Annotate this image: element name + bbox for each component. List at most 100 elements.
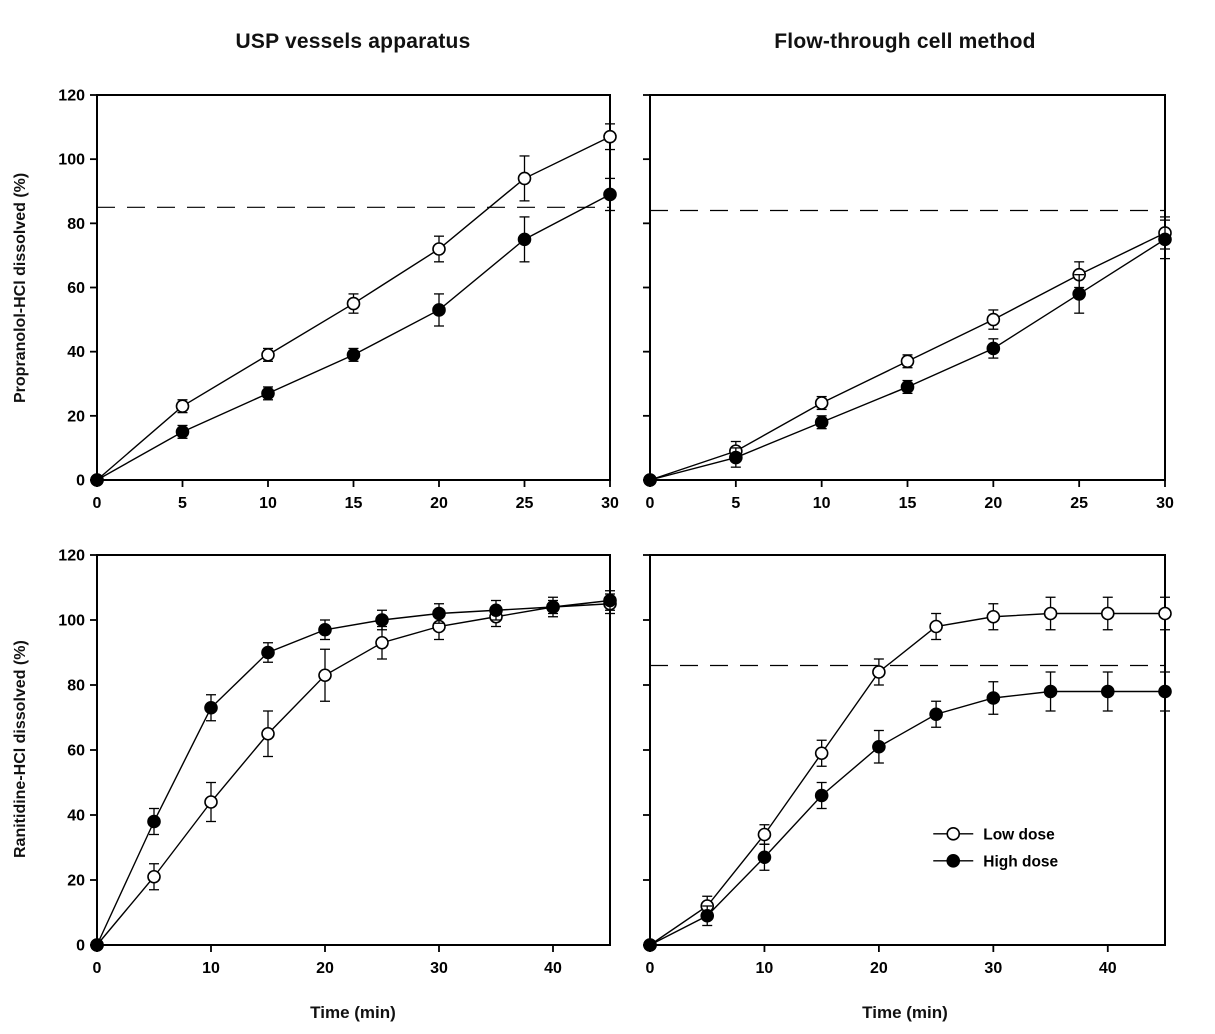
data-point [900, 380, 915, 394]
plot-frame [649, 94, 1166, 481]
x-axis-ticks: 0 5 10 15 20 25 30 [646, 480, 1174, 512]
data-point [1158, 684, 1172, 699]
data-point [729, 450, 743, 465]
x-axis-ticks: 0 10 20 30 40 [646, 945, 1117, 977]
data-point [757, 827, 772, 842]
svg-text:30: 30 [601, 495, 619, 512]
data-point [375, 613, 389, 627]
svg-text:100: 100 [58, 613, 85, 630]
data-point [1158, 232, 1172, 247]
data-point [700, 908, 715, 923]
series-filled [90, 590, 617, 952]
data-point [986, 312, 1001, 327]
data-point [757, 850, 772, 865]
data-point [432, 242, 446, 256]
svg-text:120: 120 [58, 548, 85, 565]
svg-text:10: 10 [813, 495, 831, 512]
svg-text:80: 80 [67, 678, 85, 695]
chart-svg-propranolol-usp: 0 5 10 15 20 25 30 0 20 40 60 80 100 120 [58, 88, 619, 513]
data-point [1100, 684, 1115, 699]
data-point [1043, 606, 1058, 621]
data-point [261, 348, 275, 362]
svg-text:60: 60 [67, 280, 85, 297]
data-point [517, 171, 532, 186]
svg-text:30: 30 [1156, 495, 1174, 512]
data-point [929, 707, 943, 722]
svg-text:20: 20 [67, 408, 85, 425]
svg-text:0: 0 [76, 938, 85, 955]
data-point [517, 232, 532, 247]
data-point [814, 415, 829, 430]
data-point [147, 869, 161, 884]
data-point [489, 603, 503, 618]
series-open [643, 216, 1172, 487]
svg-text:0: 0 [93, 960, 102, 977]
y-axis-ticks [643, 554, 650, 946]
svg-text:100: 100 [58, 152, 85, 169]
chart-svg-ranitidine-usp: 0 10 20 30 40 0 20 40 60 80 100 120 [58, 548, 617, 977]
series-open [90, 593, 617, 952]
data-point [814, 746, 829, 761]
svg-text:40: 40 [67, 808, 85, 825]
column-title-usp: USP vessels apparatus [235, 30, 471, 53]
data-point [346, 348, 361, 362]
svg-text:10: 10 [756, 960, 774, 977]
svg-text:5: 5 [731, 495, 740, 512]
chart-ranitidine-usp: 0 10 20 30 40 0 20 40 60 80 100 120 [45, 545, 620, 990]
data-point [603, 187, 617, 202]
svg-text:Low dose: Low dose [983, 826, 1055, 843]
y-axis-label-propranolol: Propranolol-HCl dissolved (%) [12, 172, 29, 403]
data-point [175, 399, 190, 414]
data-point [814, 396, 829, 410]
svg-text:20: 20 [984, 495, 1002, 512]
y-axis-ticks: 0 20 40 60 80 100 120 [58, 548, 97, 955]
svg-text:10: 10 [202, 960, 220, 977]
data-point [986, 609, 1001, 624]
svg-text:20: 20 [316, 960, 334, 977]
data-point [432, 303, 446, 317]
data-point [986, 691, 1001, 705]
svg-text:80: 80 [67, 216, 85, 233]
svg-text:0: 0 [76, 473, 85, 490]
y-axis-ticks: 0 20 40 60 80 100 120 [58, 88, 97, 490]
y-axis-ticks [643, 94, 650, 481]
series-filled [643, 671, 1172, 952]
svg-text:25: 25 [516, 495, 534, 512]
svg-text:15: 15 [345, 495, 363, 512]
data-point [204, 700, 218, 715]
chart-svg-ranitidine-flow-through: 0 10 20 30 40 Low dose High dose [643, 554, 1172, 977]
y-axis-label-ranitidine: Ranitidine-HCl dissolved (%) [12, 640, 29, 858]
data-point [375, 635, 389, 650]
chart-svg-propranolol-flow-through: 0 5 10 15 20 25 30 [643, 94, 1174, 512]
svg-text:High dose: High dose [983, 853, 1058, 870]
x-axis-label-left: Time (min) [310, 1003, 396, 1022]
svg-text:0: 0 [646, 960, 655, 977]
svg-text:5: 5 [178, 495, 187, 512]
series-filled [90, 177, 617, 487]
legend-marker-open [946, 827, 961, 841]
legend-marker-filled [946, 854, 961, 868]
svg-text:120: 120 [58, 88, 85, 105]
data-point [1072, 287, 1086, 301]
data-point [872, 665, 886, 679]
data-point [603, 593, 617, 608]
svg-text:40: 40 [544, 960, 562, 977]
svg-text:20: 20 [67, 873, 85, 890]
data-point [986, 341, 1001, 356]
svg-text:10: 10 [259, 495, 277, 512]
svg-text:30: 30 [430, 960, 448, 977]
x-axis-label-right: Time (min) [862, 1003, 948, 1022]
data-point [261, 645, 275, 660]
data-point [1158, 606, 1172, 621]
data-point [147, 814, 161, 829]
svg-text:40: 40 [67, 344, 85, 361]
data-point [546, 600, 560, 614]
data-point [261, 386, 275, 401]
data-point [1100, 606, 1115, 621]
data-point [603, 129, 617, 144]
data-point [90, 938, 104, 952]
plot-frame [96, 94, 611, 481]
data-point [432, 606, 446, 621]
svg-text:60: 60 [67, 743, 85, 760]
data-point [204, 795, 218, 809]
